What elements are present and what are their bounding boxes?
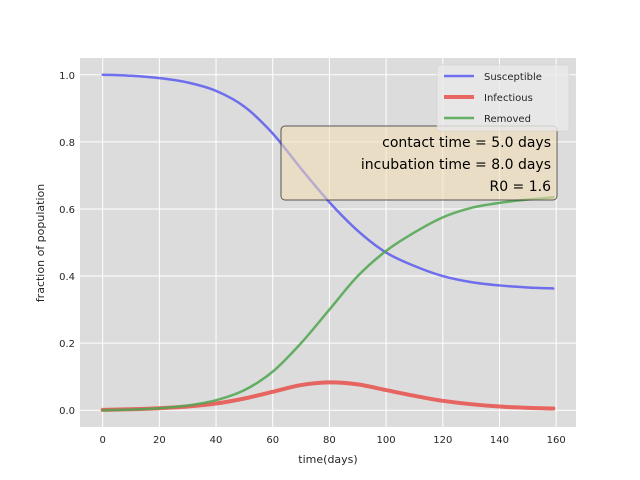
y-tick-labels: 0.0 0.2 0.4 0.6 0.8 1.0 [59,71,75,417]
x-tick-label: 140 [490,435,509,446]
legend-label-removed: Removed [484,114,531,125]
legend-label-susceptible: Susceptible [484,72,542,83]
legend: Susceptible Infectious Removed [436,64,570,132]
y-tick-label: 1.0 [59,71,75,82]
annotation-background [280,125,558,201]
series-line-susceptible [101,73,555,290]
x-tick-label: 40 [210,435,223,446]
series-lines [100,73,556,412]
y-tick-label: 0.8 [59,138,75,149]
legend-background [436,64,570,132]
x-tick-label: 160 [547,435,566,446]
y-tick-label: 0.2 [59,339,75,350]
x-axis-label: time(days) [298,453,357,466]
legend-label-infectious: Infectious [484,93,533,104]
series-line-removed [101,195,555,412]
x-tick-label: 20 [153,435,166,446]
annotation-r0: R0 = 1.6 [489,179,551,195]
x-tick-label: 100 [377,435,396,446]
x-tick-label: 0 [99,435,105,446]
annotation-incubation-time: incubation time = 8.0 days [361,157,551,173]
x-tick-label: 120 [433,435,452,446]
y-tick-label: 0.4 [59,272,75,283]
y-tick-label: 0.6 [59,205,75,216]
y-tick-label: 0.0 [59,406,75,417]
annotation-contact-time: contact time = 5.0 days [382,135,551,151]
annotation-box: contact time = 5.0 days incubation time … [280,125,558,201]
x-tick-label: 60 [266,435,279,446]
x-tick-labels: 0 20 40 60 80 100 120 140 160 [99,435,565,446]
x-tick-label: 80 [323,435,336,446]
y-axis-label: fraction of population [34,184,47,302]
